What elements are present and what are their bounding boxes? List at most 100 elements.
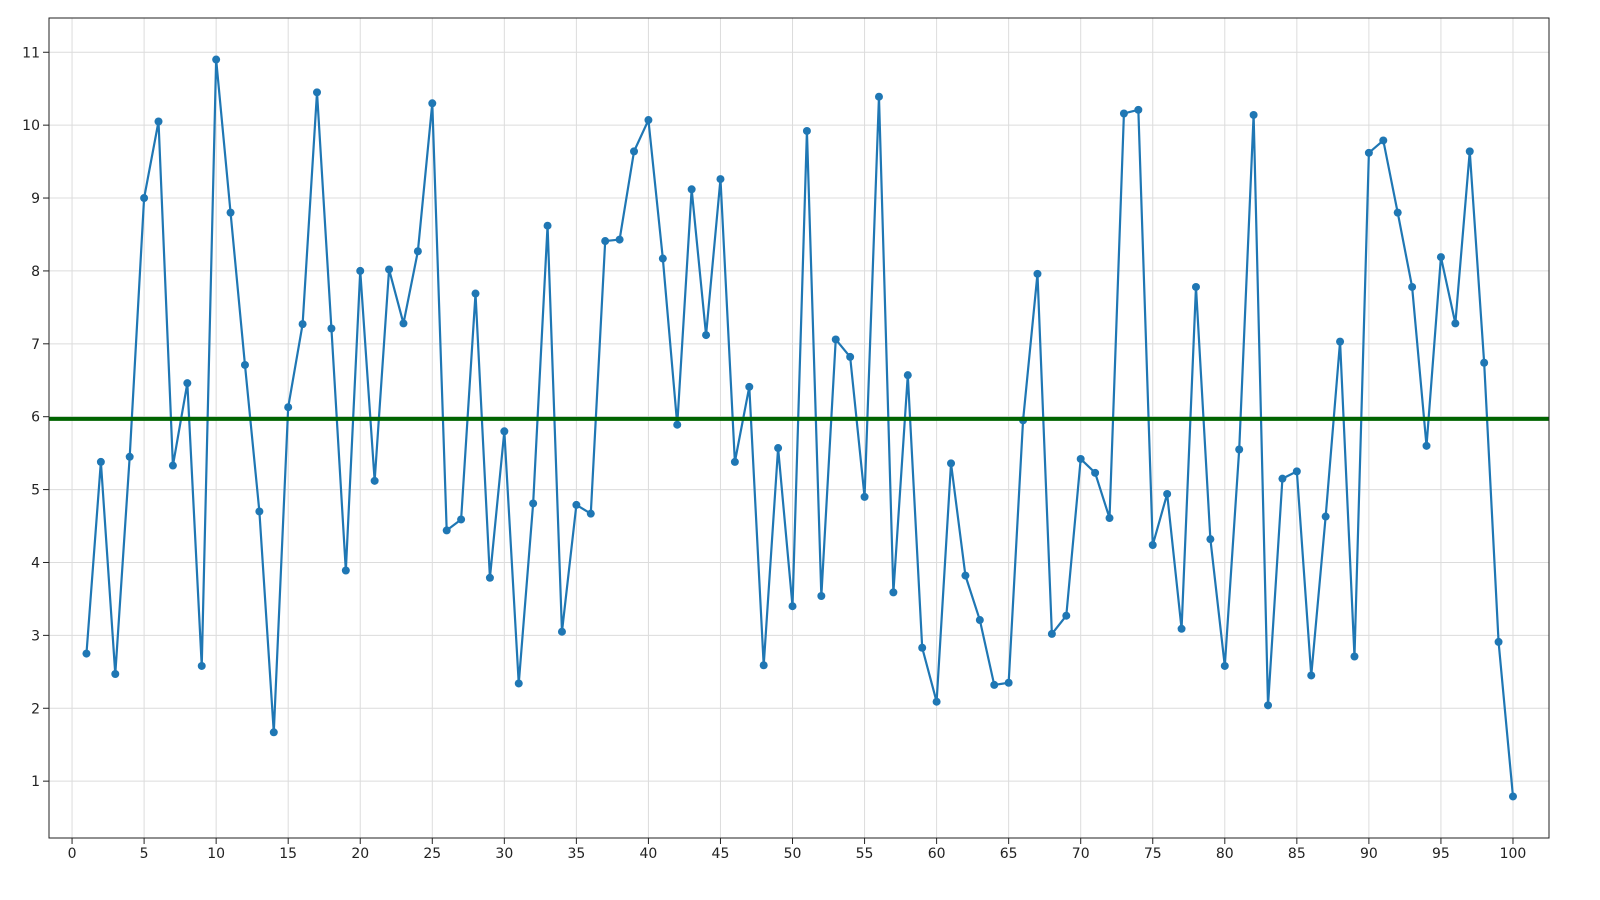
- x-tick-label: 20: [351, 846, 369, 862]
- data-point: [1264, 701, 1273, 710]
- data-point: [802, 126, 811, 135]
- data-point: [428, 99, 437, 108]
- data-point: [889, 588, 898, 597]
- data-point: [485, 573, 494, 582]
- data-point: [788, 602, 797, 611]
- data-point: [687, 185, 696, 194]
- x-tick-label: 95: [1432, 846, 1450, 862]
- data-point: [1004, 678, 1013, 687]
- data-point: [1465, 147, 1474, 156]
- data-point: [572, 500, 581, 509]
- data-point: [543, 221, 552, 230]
- data-point: [644, 116, 653, 125]
- data-point: [1076, 454, 1085, 463]
- data-point: [111, 670, 120, 678]
- data-point: [529, 499, 538, 508]
- data-point: [1220, 661, 1229, 670]
- data-point: [140, 194, 149, 203]
- x-tick-label: 65: [1000, 846, 1018, 862]
- data-point: [1364, 148, 1373, 157]
- y-tick-label: 2: [31, 701, 40, 717]
- data-point: [269, 728, 278, 737]
- x-tick-label: 100: [1500, 846, 1527, 862]
- x-tick-label: 5: [140, 846, 149, 862]
- x-tick-label: 80: [1216, 846, 1234, 862]
- data-point: [298, 320, 307, 329]
- data-point: [284, 403, 293, 412]
- data-point: [817, 592, 826, 601]
- data-point: [1408, 282, 1417, 291]
- x-tick-label: 85: [1288, 846, 1306, 862]
- data-point: [471, 289, 480, 298]
- data-point: [774, 444, 783, 453]
- data-point: [716, 175, 725, 184]
- y-tick-label: 4: [31, 555, 40, 571]
- data-point: [370, 476, 379, 485]
- data-point: [947, 459, 956, 468]
- y-tick-label: 6: [31, 410, 40, 426]
- data-point: [226, 208, 235, 217]
- y-tick-label: 7: [31, 337, 40, 353]
- data-point: [961, 571, 970, 580]
- data-point: [255, 507, 264, 516]
- data-point: [932, 697, 941, 706]
- data-point: [125, 452, 134, 461]
- data-point: [1451, 319, 1460, 328]
- data-point: [240, 360, 249, 369]
- data-point: [1278, 474, 1287, 483]
- data-point: [730, 457, 739, 466]
- data-point: [1033, 269, 1042, 278]
- data-point: [399, 319, 408, 328]
- data-point: [1177, 624, 1186, 633]
- data-point: [442, 526, 451, 535]
- data-point: [457, 515, 466, 524]
- data-point: [168, 461, 177, 470]
- data-point: [514, 679, 523, 688]
- data-line: [85, 58, 1515, 797]
- data-point: [702, 331, 711, 340]
- x-tick-label: 90: [1360, 846, 1378, 862]
- data-point: [82, 649, 91, 658]
- data-point: [601, 237, 610, 246]
- data-point: [413, 247, 422, 256]
- data-point: [975, 616, 984, 625]
- data-point: [1191, 282, 1200, 291]
- x-tick-label: 55: [856, 846, 874, 862]
- y-tick-label: 8: [31, 264, 40, 280]
- x-tick-label: 40: [640, 846, 658, 862]
- x-tick-label: 25: [423, 846, 441, 862]
- data-point: [313, 88, 322, 97]
- data-point: [874, 92, 883, 101]
- x-tick-label: 75: [1144, 846, 1162, 862]
- data-point: [1393, 208, 1402, 217]
- data-point: [1292, 467, 1301, 476]
- data-point: [1494, 637, 1503, 646]
- data-point: [1422, 441, 1431, 450]
- x-tick-label: 35: [567, 846, 585, 862]
- data-point: [759, 661, 768, 670]
- x-tick-label: 15: [279, 846, 297, 862]
- data-point: [1307, 671, 1316, 680]
- data-point: [385, 265, 394, 274]
- x-tick-label: 60: [928, 846, 946, 862]
- data-point: [356, 266, 365, 275]
- data-point: [557, 627, 566, 636]
- data-point: [1336, 337, 1345, 346]
- data-point: [197, 661, 206, 670]
- x-tick-label: 30: [495, 846, 513, 862]
- data-point: [327, 324, 336, 333]
- x-tick-label: 70: [1072, 846, 1090, 862]
- data-point: [673, 420, 682, 429]
- y-tick-label: 9: [31, 191, 40, 207]
- data-point: [1235, 445, 1244, 454]
- data-point: [860, 492, 869, 501]
- data-point: [586, 509, 595, 518]
- data-point: [1379, 136, 1388, 145]
- y-tick-label: 1: [31, 774, 40, 790]
- data-point: [658, 254, 667, 263]
- data-point: [903, 371, 912, 380]
- x-tick-label: 50: [784, 846, 802, 862]
- data-point: [846, 352, 855, 361]
- x-tick-label: 45: [712, 846, 730, 862]
